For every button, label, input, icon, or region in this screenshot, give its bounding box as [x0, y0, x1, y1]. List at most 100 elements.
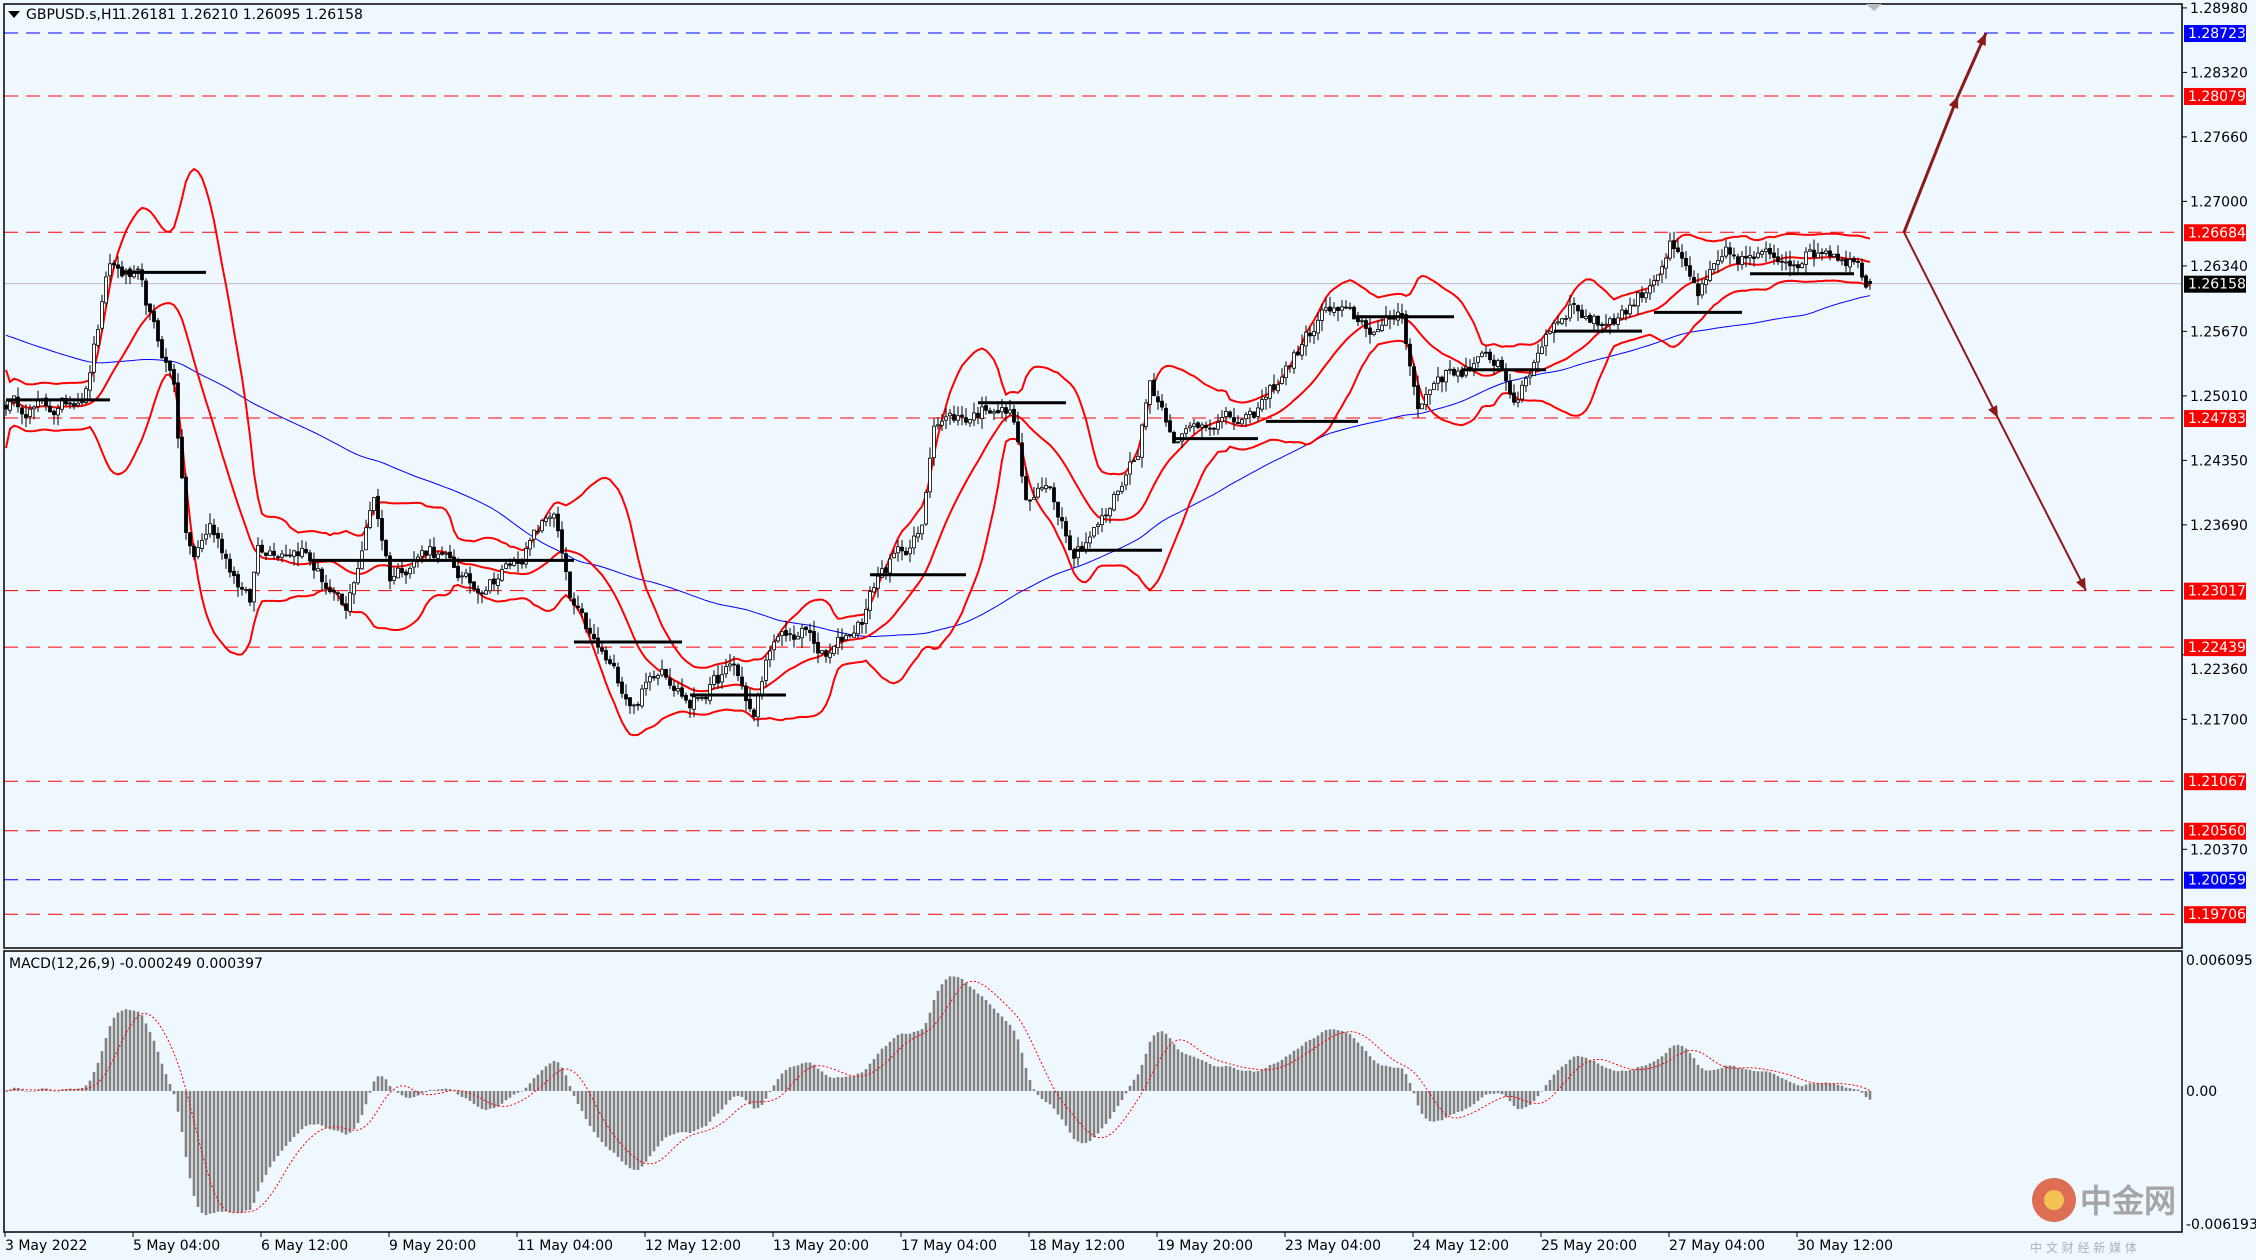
- macd-histogram-bar: [572, 1090, 576, 1096]
- candle: [632, 703, 636, 715]
- candle-body: [32, 406, 36, 410]
- candle: [1148, 380, 1152, 414]
- candle-body: [180, 436, 184, 479]
- candle-body: [432, 546, 436, 558]
- candle-body: [1304, 331, 1308, 347]
- candle-body: [1540, 346, 1544, 354]
- candle-body: [1340, 306, 1344, 311]
- candle: [528, 537, 532, 557]
- macd-histogram-bar: [520, 1090, 524, 1092]
- macd-histogram-bar: [924, 1022, 928, 1091]
- candle: [1808, 243, 1812, 252]
- macd-histogram-bar: [980, 996, 984, 1091]
- candle: [564, 547, 568, 581]
- macd-histogram-bar: [428, 1089, 432, 1091]
- candle: [1856, 257, 1860, 269]
- candle-body: [1280, 376, 1284, 384]
- candle: [1016, 411, 1020, 445]
- macd-histogram-bar: [948, 976, 952, 1091]
- candle-body: [292, 550, 296, 557]
- price-pane[interactable]: [4, 32, 2182, 915]
- macd-histogram-bar: [460, 1090, 464, 1097]
- candle: [212, 518, 216, 543]
- candle-body: [96, 329, 100, 346]
- price-tick-label: 1.25010: [2190, 389, 2248, 405]
- candle-body: [804, 626, 808, 630]
- candle-body: [1716, 260, 1720, 265]
- candle: [1776, 248, 1780, 265]
- candle: [104, 271, 108, 306]
- candle-body: [1808, 249, 1812, 252]
- candle-body: [1328, 306, 1332, 312]
- candle-body: [436, 553, 440, 559]
- macd-histogram-bar: [232, 1090, 236, 1213]
- candle-body: [1032, 497, 1036, 500]
- candle-body: [356, 567, 360, 584]
- candle: [376, 489, 380, 528]
- macd-histogram-bar: [1212, 1065, 1216, 1091]
- macd-histogram-bar: [1756, 1071, 1760, 1091]
- candle: [8, 401, 12, 414]
- macd-histogram-bar: [140, 1015, 144, 1091]
- candle-body: [764, 659, 768, 681]
- chart-shift-marker-icon[interactable]: [1866, 4, 1882, 11]
- candle: [428, 539, 432, 562]
- macd-histogram-bar: [1236, 1069, 1240, 1091]
- candle: [248, 588, 252, 607]
- macd-histogram-bar: [288, 1090, 292, 1142]
- candle: [1372, 330, 1376, 337]
- candle: [176, 373, 180, 449]
- macd-histogram-bar: [1788, 1081, 1792, 1091]
- macd-histogram-bar: [344, 1090, 348, 1135]
- macd-histogram-bar: [1504, 1090, 1508, 1097]
- macd-histogram-bar: [408, 1090, 412, 1099]
- macd-histogram-bar: [524, 1087, 528, 1091]
- macd-histogram-bar: [864, 1069, 868, 1091]
- candle-body: [1332, 307, 1336, 313]
- macd-histogram-bar: [320, 1090, 324, 1126]
- macd-histogram-bar: [260, 1090, 264, 1183]
- macd-histogram-bar: [1496, 1090, 1500, 1094]
- macd-histogram-bar: [1000, 1016, 1004, 1091]
- candle-body: [556, 513, 560, 532]
- macd-histogram-bar: [400, 1090, 404, 1096]
- candle: [916, 526, 920, 543]
- macd-histogram-bar: [1344, 1032, 1348, 1091]
- macd-pane[interactable]: [4, 976, 1872, 1216]
- candle-body: [340, 593, 344, 605]
- candle: [172, 363, 176, 393]
- candle-body: [1644, 292, 1648, 299]
- candle-body: [232, 570, 236, 577]
- macd-histogram-bar: [1268, 1064, 1272, 1091]
- macd-histogram-bar: [932, 1000, 936, 1091]
- macd-histogram-bar: [1532, 1090, 1536, 1102]
- macd-histogram-bar: [204, 1090, 208, 1216]
- candle-body: [808, 629, 812, 633]
- macd-histogram-bar: [760, 1090, 764, 1105]
- macd-histogram-bar: [1128, 1085, 1132, 1091]
- symbol-menu-triangle-icon[interactable]: [8, 11, 20, 18]
- candle-body: [1724, 246, 1728, 257]
- candle-body: [1676, 247, 1680, 253]
- macd-histogram-bar: [540, 1070, 544, 1091]
- macd-histogram-bar: [944, 979, 948, 1091]
- candle: [1236, 415, 1240, 424]
- macd-histogram-bar: [700, 1090, 704, 1128]
- macd-histogram-bar: [452, 1090, 456, 1092]
- macd-histogram-bar: [984, 999, 988, 1091]
- candle-body: [156, 320, 160, 342]
- price-level-label: 1.20560: [2188, 824, 2246, 840]
- candle: [252, 571, 256, 612]
- candle-body: [1240, 419, 1244, 425]
- candle: [1580, 304, 1584, 319]
- candle-body: [380, 518, 384, 541]
- candle: [1028, 499, 1032, 511]
- candle: [1128, 452, 1132, 485]
- candle: [1452, 367, 1456, 377]
- candle-body: [1432, 383, 1436, 391]
- candle-body: [1368, 327, 1372, 335]
- candle: [1048, 485, 1052, 490]
- candle-body: [1720, 256, 1724, 262]
- macd-histogram-bar: [56, 1090, 60, 1092]
